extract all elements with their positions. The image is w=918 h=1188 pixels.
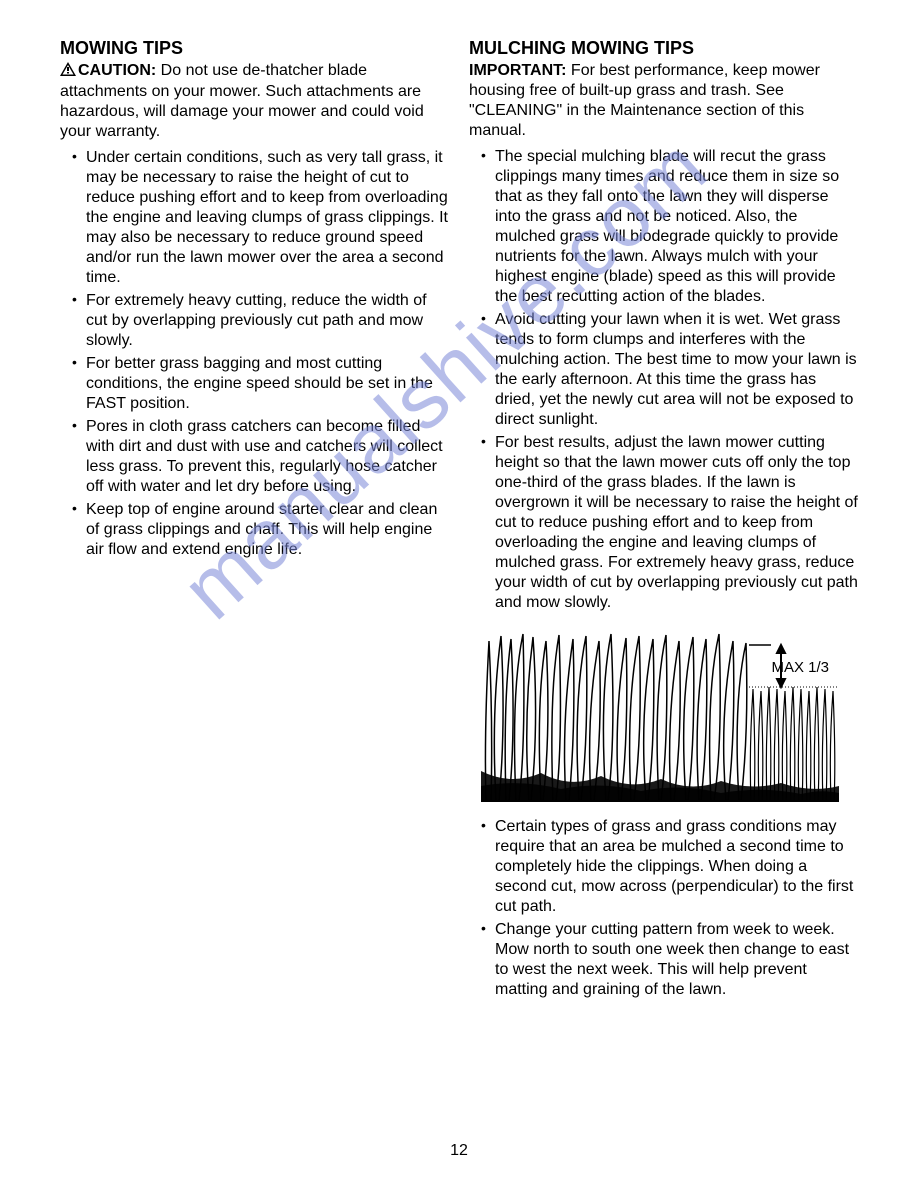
list-item: Under certain conditions, such as very t… xyxy=(76,148,449,288)
left-column: MOWING TIPS CAUTION: Do not use de-thatc… xyxy=(60,38,449,1003)
mulching-tips-list-bottom: Certain types of grass and grass conditi… xyxy=(469,817,858,1000)
mulching-tips-list-top: The special mulching blade will recut th… xyxy=(469,147,858,613)
list-item: Keep top of engine around starter clear … xyxy=(76,500,449,560)
warning-triangle-icon xyxy=(60,62,76,82)
mowing-tips-list: Under certain conditions, such as very t… xyxy=(60,148,449,560)
right-column: MULCHING MOWING TIPS IMPORTANT: For best… xyxy=(469,38,858,1003)
page-content: MOWING TIPS CAUTION: Do not use de-thatc… xyxy=(60,38,858,1003)
caution-label: CAUTION: xyxy=(78,62,156,79)
grass-cut-illustration: MAX 1/3 xyxy=(481,631,839,803)
list-item: Change your cutting pattern from week to… xyxy=(485,920,858,1000)
mulching-tips-heading: MULCHING MOWING TIPS xyxy=(469,38,858,59)
important-label: IMPORTANT: xyxy=(469,62,566,79)
list-item: For extremely heavy cutting, reduce the … xyxy=(76,291,449,351)
max-third-label: MAX 1/3 xyxy=(771,659,829,676)
list-item: The special mulching blade will recut th… xyxy=(485,147,858,307)
list-item: Certain types of grass and grass conditi… xyxy=(485,817,858,917)
list-item: Pores in cloth grass catchers can become… xyxy=(76,417,449,497)
list-item: Avoid cutting your lawn when it is wet. … xyxy=(485,310,858,430)
important-block: IMPORTANT: For best performance, keep mo… xyxy=(469,61,858,141)
page-number: 12 xyxy=(450,1142,468,1160)
mowing-tips-heading: MOWING TIPS xyxy=(60,38,449,59)
caution-block: CAUTION: Do not use de-thatcher blade at… xyxy=(60,61,449,142)
list-item: For better grass bagging and most cuttin… xyxy=(76,354,449,414)
list-item: For best results, adjust the lawn mower … xyxy=(485,433,858,613)
